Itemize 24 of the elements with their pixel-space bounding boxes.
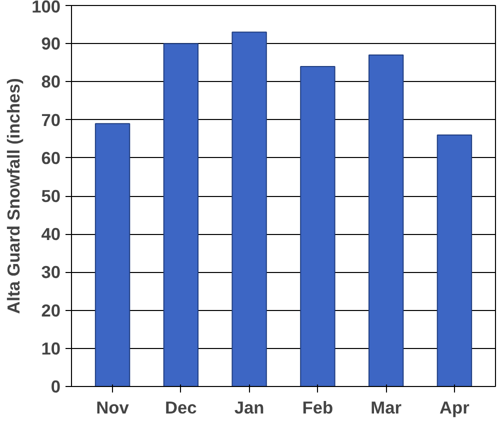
y-tick-label: 100 — [32, 0, 61, 16]
y-tick-label: 50 — [41, 186, 61, 206]
bar — [368, 54, 404, 386]
y-tick-label: 40 — [41, 224, 61, 244]
y-tick-label: 20 — [41, 300, 61, 320]
y-axis-title: Alta Guard Snowfall (inches) — [4, 78, 24, 314]
x-tick-label: Mar — [370, 398, 402, 418]
x-tick-label: Apr — [440, 398, 470, 418]
y-tick-label: 70 — [41, 110, 61, 130]
y-tick-label: 60 — [41, 148, 61, 168]
x-tick-label: Dec — [165, 398, 198, 418]
y-tick-label: 0 — [50, 376, 61, 396]
x-tick-label: Jan — [234, 398, 264, 418]
y-tick-label: 10 — [41, 338, 61, 358]
bar — [300, 66, 336, 386]
y-tick-label: 30 — [41, 262, 61, 282]
x-tick-label: Nov — [96, 398, 130, 418]
y-tick-label: 80 — [41, 72, 61, 92]
x-tick-label: Feb — [302, 398, 334, 418]
bar — [163, 43, 199, 386]
bar — [94, 123, 130, 386]
bar — [436, 134, 472, 386]
y-tick-label: 90 — [41, 34, 61, 54]
bar — [232, 32, 267, 386]
